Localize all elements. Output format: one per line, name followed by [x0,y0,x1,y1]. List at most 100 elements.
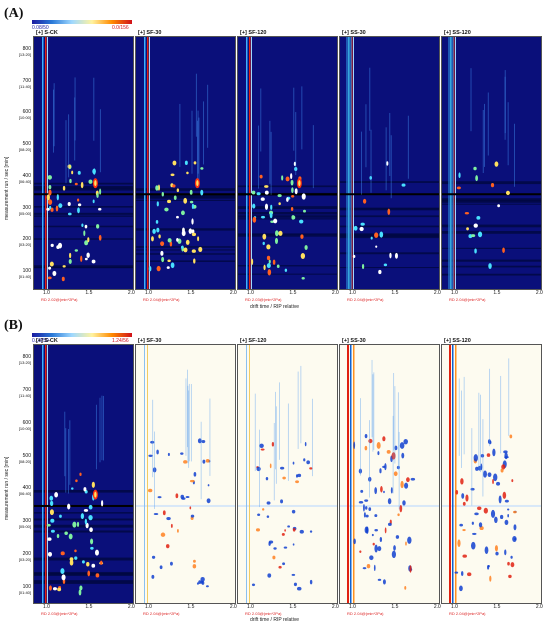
y-tick-sub: [06:40] [18,178,31,184]
x-tick-label: 2.0 [229,604,237,610]
y-tick-sub: [05:00] [18,210,31,216]
y-tick-label: 600 [10:00] [18,109,31,121]
reactant-ion-label: RD 2.04@(min*2Pa) [143,297,180,302]
x-tick-label: 1.5 [493,290,501,296]
x-tick-label: 2.0 [535,604,543,610]
spectrum-plot [34,37,133,289]
reactant-ion-label: RD 2.04@(min*2Pa) [449,297,486,302]
x-tick-label: 2.0 [127,290,135,296]
panel-b-label: (B) [4,318,23,333]
y-tick-sub: [13:20] [18,51,31,57]
y-tick-sub: [10:00] [18,115,31,121]
y-tick-label: 400 [06:40] [18,485,31,497]
spectrum-panel-4: [+] SS-30 [339,338,440,604]
x-tick-label: 2.0 [229,290,237,296]
sample-title: [+] SF-120 [240,30,267,36]
y-tick-sub: [01:40] [18,589,31,595]
y-tick-label: 300 [05:00] [18,518,31,530]
spectrum-plot [238,345,337,603]
scale-max-a: 0.0/156 [112,25,129,31]
sample-title: [+] SS-120 [444,338,471,344]
x-tick-label: 2.0 [433,290,441,296]
y-tick-sub: [08:20] [18,147,31,153]
y-tick-label: 200 [03:20] [18,236,31,248]
x-tick-label: 2.0 [331,290,339,296]
reactant-ion-label: RD 2.03@(min*2Pa) [245,297,282,302]
x-tick-label: 2.0 [535,290,543,296]
color-scale-bar-b [32,333,132,337]
reactant-ion-label: RD 2.03@(min*2Pa) [41,611,78,616]
sample-title: [+] S-CK [36,338,58,344]
y-tick-sub: [05:00] [18,524,31,530]
x-tick-label: 2.0 [127,604,135,610]
y-tick-sub: [06:40] [18,491,31,497]
spectrum-plot [136,37,235,289]
y-tick-label: 500 [08:20] [18,452,31,464]
x-tick-label: 1.5 [85,604,93,610]
y-ticks-a: 800 [13:20] 700 [11:40] 600 [10:00] 500 [08:20]… [10,36,32,290]
y-tick-label: 300 [05:00] [18,204,31,216]
reactant-ion-label: RD 2.04@(min*2Pa) [449,611,486,616]
spectrum-panel-5: [+] SS-120 [441,30,542,290]
spectrum-plot [136,345,235,603]
y-tick-label: 400 [06:40] [18,172,31,184]
y-tick-label: 800 [13:20] [18,354,31,366]
x-tick-label: 1.0 [145,604,152,610]
y-tick-label: 200 [03:20] [18,550,31,562]
x-tick-label: 1.0 [349,290,356,296]
panels-row-b: [+] S-CK 1.0 1.5 2.0 RD 2.03@(min*2Pa) [+] SF… [33,338,543,616]
x-tick-label: 1.5 [289,290,297,296]
sample-title: [+] SF-30 [138,338,162,344]
x-tick-label: 2.0 [433,604,441,610]
spectrum-panel-5: [+] SS-120 [441,338,542,604]
y-tick-sub: [11:40] [19,393,31,399]
panels-row-a: [+] S-CK 1.0 1.5 2.0 RD 2.02@(min*2Pa) [+] SF… [33,30,543,302]
y-tick-label: 600 [10:00] [18,419,31,431]
panel-a-label: (A) [4,6,24,21]
color-scale-bar-a [32,20,132,24]
y-tick-sub: [03:20] [18,556,31,562]
y-tick-label: 700 [11:40] [19,387,31,399]
x-tick-label: 1.5 [187,604,195,610]
x-tick-label: 1.0 [451,290,458,296]
spectrum-plot [340,345,439,603]
reactant-ion-label: RD 2.02@(min*2Pa) [41,297,78,302]
x-tick-label: 1.0 [43,290,50,296]
x-tick-label: 1.5 [85,290,93,296]
spectrum-plot [34,345,133,603]
y-tick-label: 700 [11:40] [19,77,31,89]
spectrum-plot [340,37,439,289]
sample-title: [+] SF-30 [138,30,162,36]
spectrum-panel-1: [+] S-CK [33,338,134,604]
sample-title: [+] SS-120 [444,30,471,36]
spectrum-panel-2: [+] SF-30 [135,338,236,604]
reactant-ion-label: RD 2.04@(min*2Pa) [347,611,384,616]
y-tick-label: 800 [13:20] [18,45,31,57]
reactant-ion-label: RD 2.04@(min*2Pa) [347,297,384,302]
spectrum-panel-1: [+] S-CK [33,30,134,290]
x-tick-label: 1.5 [289,604,297,610]
spectrum-panel-3: [+] SF-120 [237,338,338,604]
sample-title: [+] SS-30 [342,338,366,344]
x-tick-label: 2.0 [331,604,339,610]
y-tick-sub: [13:20] [18,360,31,366]
x-axis-title-b: drift time / RIP relative [250,617,300,623]
scale-min-a: 0.08/50 [32,25,49,31]
x-tick-label: 1.5 [391,604,399,610]
x-tick-label: 1.5 [187,290,195,296]
y-tick-sub: [11:40] [19,83,31,89]
spectrum-panel-2: [+] SF-30 [135,30,236,290]
spectrum-panel-3: [+] SF-120 [237,30,338,290]
x-tick-label: 1.0 [145,290,152,296]
x-tick-label: 1.0 [43,604,50,610]
x-tick-label: 1.5 [493,604,501,610]
spectrum-panel-4: [+] SS-30 [339,30,440,290]
y-tick-sub: [08:20] [18,458,31,464]
scale-min-b: 0.08/50 [32,338,49,344]
y-tick-label: 100 [01:40] [18,583,31,595]
spectrum-plot [442,37,541,289]
x-tick-label: 1.0 [247,290,254,296]
sample-title: [+] SF-120 [240,338,267,344]
sample-title: [+] S-CK [36,30,58,36]
y-tick-sub: [03:20] [18,242,31,248]
